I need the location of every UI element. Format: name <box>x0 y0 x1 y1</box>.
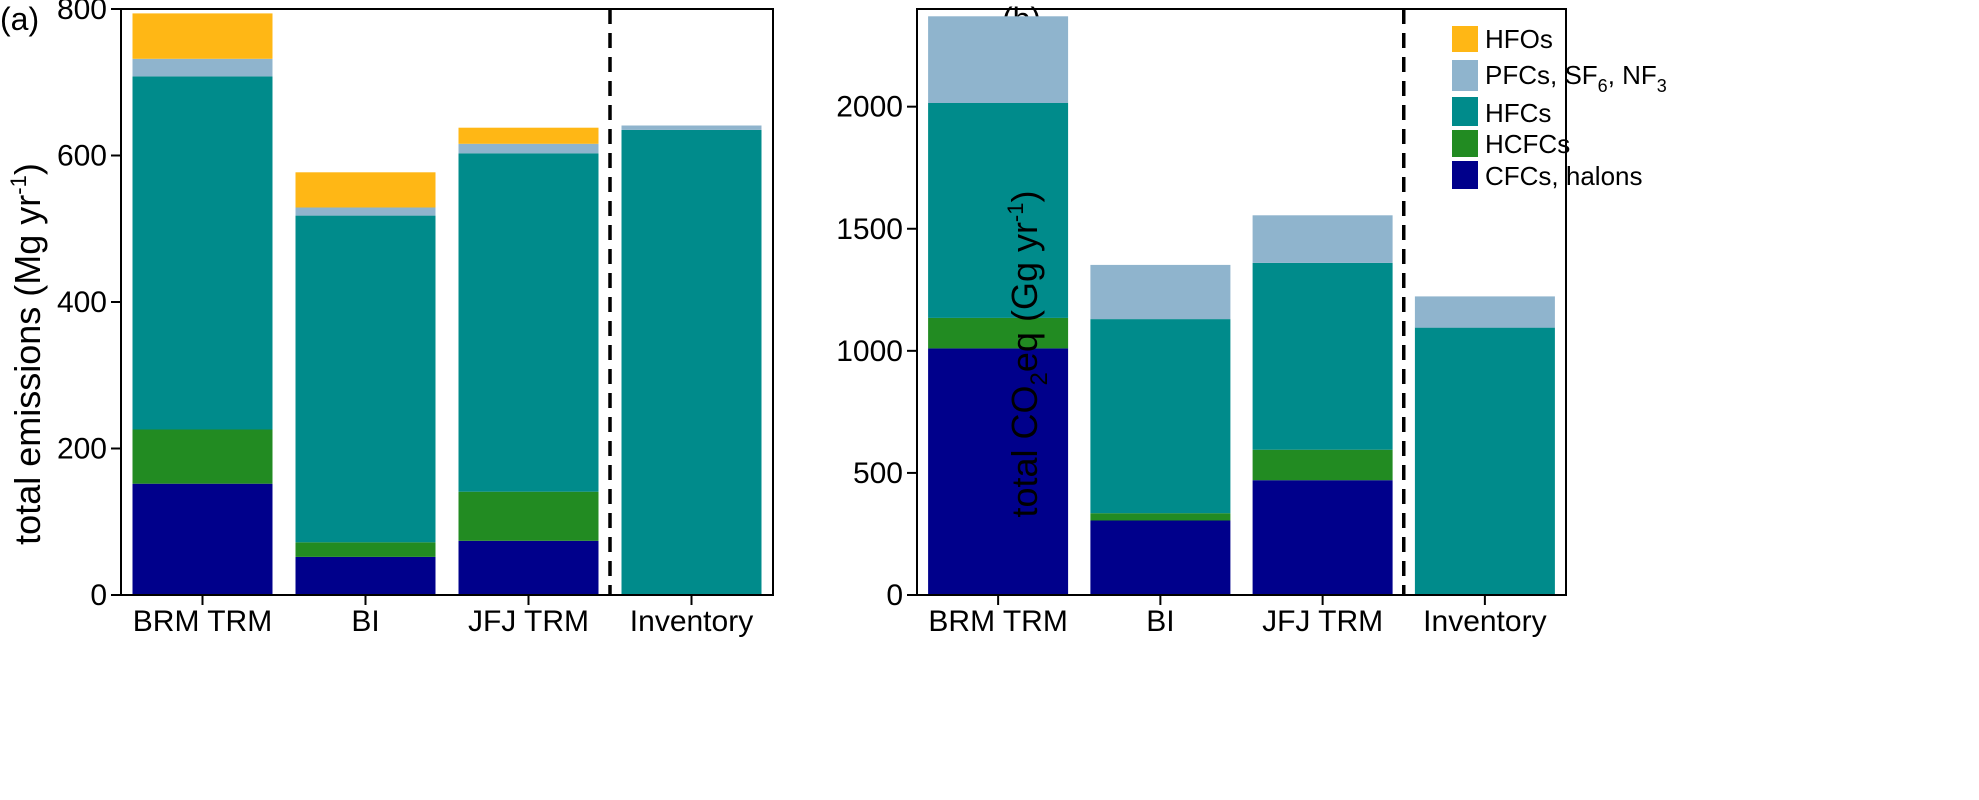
bar-a-brm-trm-cfcs-halons <box>132 483 273 595</box>
bar-a-bi-cfcs-halons <box>295 556 436 595</box>
y-tick-label-a-800: 800 <box>57 0 107 26</box>
y-tick-label-b-2000: 2000 <box>836 91 903 124</box>
bar-a-jfj-trm-cfcs-halons <box>458 540 599 595</box>
legend-label-hcfcs: HCFCs <box>1485 129 1570 159</box>
panel-b-y-title-sub: 2 <box>1026 372 1053 385</box>
x-tick-label-a-brm-trm: BRM TRM <box>133 605 272 638</box>
panel-a-bars <box>132 13 762 595</box>
legend-pfcs-mid: , NF <box>1608 60 1657 90</box>
bar-a-jfj-trm-hcfcs <box>458 491 599 541</box>
bar-b-bi-hfcs <box>1090 319 1231 514</box>
bar-a-brm-trm-hfos <box>132 13 273 59</box>
y-tick-label-a-400: 400 <box>57 286 107 319</box>
legend-swatch-hfos <box>1452 26 1478 52</box>
panel-b-y-title-end: ) <box>1004 190 1045 202</box>
legend-item-cfcs: CFCs, halons <box>1452 161 1643 191</box>
bar-b-inventory-pfcs-sf6-nf3 <box>1414 296 1555 328</box>
bar-a-bi-pfcs-sf6-nf3 <box>295 207 436 216</box>
legend-label-pfcs: PFCs, SF6, NF3 <box>1485 60 1667 96</box>
panel-a-y-axis-title: total emissions (Mg yr-1) <box>6 163 48 545</box>
bar-a-inventory-hfcs <box>621 129 762 595</box>
bar-b-brm-trm-cfcs-halons <box>928 348 1069 595</box>
legend-pfcs-sub1: 6 <box>1598 76 1608 96</box>
x-tick-label-b-bi: BI <box>1146 605 1174 638</box>
y-tick-label-a-600: 600 <box>57 140 107 173</box>
x-tick-label-a-bi: BI <box>351 605 379 638</box>
panel-b-x-ticks: BRM TRM BI JFJ TRM Inventory <box>928 595 1547 638</box>
panel-b-y-ticks: 0 500 1000 1500 2000 <box>836 91 917 612</box>
panel-b-bars <box>928 16 1555 595</box>
bar-b-bi-pfcs-sf6-nf3 <box>1090 264 1231 320</box>
bar-b-jfj-trm-cfcs-halons <box>1252 480 1393 595</box>
bar-b-inventory-hfcs <box>1414 327 1555 595</box>
bar-a-brm-trm-hfcs <box>132 76 273 430</box>
bar-b-bi-hcfcs <box>1090 513 1231 521</box>
bar-b-jfj-trm-hfcs <box>1252 262 1393 450</box>
panel-b-y-title-tail: eq (Gg yr <box>1004 222 1045 372</box>
panel-b-y-title-main: total CO <box>1004 385 1045 517</box>
y-tick-label-b-1000: 1000 <box>836 335 903 368</box>
bar-a-inventory-pfcs-sf6-nf3 <box>621 125 762 130</box>
legend-item-hcfcs: HCFCs <box>1452 129 1570 159</box>
bar-a-bi-hfcs <box>295 215 436 543</box>
panel-a-y-title-tail: ) <box>7 163 48 175</box>
y-tick-label-a-0: 0 <box>90 579 107 612</box>
y-tick-label-b-0: 0 <box>886 579 903 612</box>
bar-a-bi-hfos <box>295 172 436 208</box>
x-tick-label-a-inventory: Inventory <box>630 605 753 638</box>
legend-swatch-hcfcs <box>1452 130 1478 157</box>
panel-a-y-title-main: total emissions (Mg yr <box>7 195 48 545</box>
x-tick-label-a-jfj-trm: JFJ TRM <box>468 605 589 638</box>
bar-a-jfj-trm-hfcs <box>458 153 599 492</box>
panel-a-plot-frame <box>120 8 774 596</box>
panel-a-emissions-chart: (a) 0 200 400 600 800 BRM TRM BI JFJ TRM Invent… <box>0 0 774 638</box>
bar-b-brm-trm-hcfcs <box>928 317 1069 349</box>
legend: HFOs PFCs, SF6, NF3 HFCs HCFCs CFCs, hal… <box>1452 24 1667 191</box>
bar-b-brm-trm-pfcs-sf6-nf3 <box>928 16 1069 103</box>
legend-label-hfcs: HFCs <box>1485 98 1551 128</box>
panel-a-y-ticks: 0 200 400 600 800 <box>57 0 121 612</box>
y-tick-label-a-200: 200 <box>57 433 107 466</box>
legend-swatch-cfcs <box>1452 161 1478 189</box>
y-tick-label-b-500: 500 <box>853 457 903 490</box>
legend-pfcs-sub2: 3 <box>1657 76 1667 96</box>
bar-b-brm-trm-hfcs <box>928 103 1069 318</box>
legend-item-hfcs: HFCs <box>1452 97 1551 128</box>
legend-swatch-hfcs <box>1452 97 1478 126</box>
legend-pfcs-text: PFCs, SF <box>1485 60 1598 90</box>
panel-a-y-title-sup: -1 <box>6 175 31 195</box>
legend-label-hfos: HFOs <box>1485 24 1553 54</box>
bar-b-bi-cfcs-halons <box>1090 520 1231 595</box>
bar-a-brm-trm-hcfcs <box>132 429 273 484</box>
y-tick-label-b-1500: 1500 <box>836 213 903 246</box>
panel-a-x-ticks: BRM TRM BI JFJ TRM Inventory <box>133 595 753 638</box>
panel-b-plot-frame <box>916 8 1567 596</box>
panel-a-label: (a) <box>0 1 39 37</box>
bar-b-jfj-trm-pfcs-sf6-nf3 <box>1252 215 1393 263</box>
panel-b-y-axis-title: total CO2eq (Gg yr-1) <box>1003 190 1053 517</box>
legend-item-hfos: HFOs <box>1452 24 1553 54</box>
bar-a-jfj-trm-hfos <box>458 127 599 144</box>
x-tick-label-b-brm-trm: BRM TRM <box>928 605 1067 638</box>
legend-item-pfcs: PFCs, SF6, NF3 <box>1452 60 1667 96</box>
bar-a-bi-hcfcs <box>295 542 436 557</box>
panel-b-y-title-sup: -1 <box>1003 202 1028 222</box>
x-tick-label-b-jfj-trm: JFJ TRM <box>1262 605 1383 638</box>
legend-swatch-pfcs <box>1452 60 1478 91</box>
bar-a-jfj-trm-pfcs-sf6-nf3 <box>458 143 599 154</box>
bar-b-jfj-trm-hcfcs <box>1252 449 1393 481</box>
bar-a-brm-trm-pfcs-sf6-nf3 <box>132 58 273 77</box>
legend-label-cfcs: CFCs, halons <box>1485 161 1643 191</box>
x-tick-label-b-inventory: Inventory <box>1423 605 1546 638</box>
